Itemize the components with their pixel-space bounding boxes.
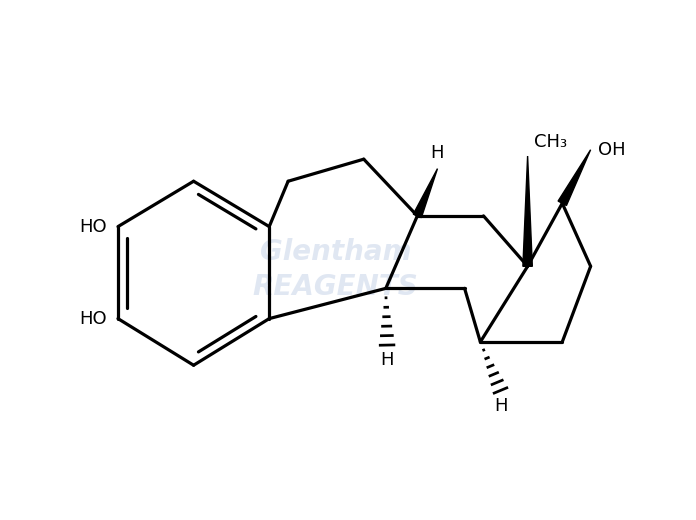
Text: HO: HO xyxy=(79,217,106,236)
Text: H: H xyxy=(493,397,507,415)
Text: HO: HO xyxy=(79,309,106,328)
Polygon shape xyxy=(413,168,438,217)
Text: CH₃: CH₃ xyxy=(534,133,567,151)
Polygon shape xyxy=(523,156,532,266)
Text: Glentham
REAGENTS: Glentham REAGENTS xyxy=(253,238,418,301)
Polygon shape xyxy=(558,150,591,205)
Text: H: H xyxy=(380,352,394,369)
Text: OH: OH xyxy=(598,141,626,159)
Text: H: H xyxy=(431,145,444,162)
